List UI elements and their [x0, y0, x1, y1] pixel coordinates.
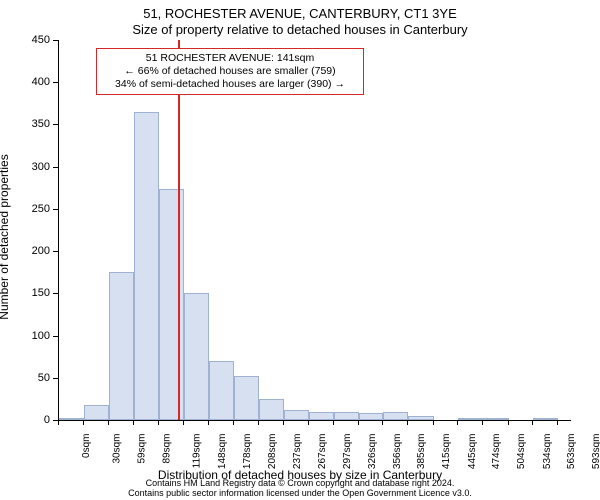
x-tick-mark: [333, 420, 334, 425]
x-tick-label: 474sqm: [491, 434, 502, 470]
x-tick-label: 237sqm: [292, 434, 303, 470]
histogram-bar: [59, 418, 84, 420]
x-tick-label: 385sqm: [416, 434, 427, 470]
histogram-bar: [383, 412, 408, 420]
x-tick-label: 208sqm: [267, 434, 278, 470]
histogram-bar: [533, 418, 558, 420]
x-tick-mark: [158, 420, 159, 425]
x-tick-mark: [83, 420, 84, 425]
x-tick-label: 415sqm: [442, 434, 453, 470]
y-tick-label: 150: [0, 287, 50, 299]
x-tick-label: 119sqm: [192, 434, 203, 469]
x-tick-label: 30sqm: [112, 434, 123, 464]
histogram-plot: [58, 40, 571, 421]
x-tick-label: 297sqm: [342, 434, 353, 470]
x-tick-mark: [108, 420, 109, 425]
histogram-bar: [334, 412, 359, 420]
footer-line2: Contains public sector information licen…: [128, 488, 472, 498]
x-tick-mark: [308, 420, 309, 425]
marker-line: [178, 40, 180, 420]
histogram-bar: [134, 112, 159, 420]
annotation-box: 51 ROCHESTER AVENUE: 141sqm ← 66% of det…: [96, 48, 364, 95]
x-tick-mark: [482, 420, 483, 425]
histogram-bar: [284, 410, 309, 420]
y-tick-mark: [53, 167, 58, 168]
histogram-bar: [209, 361, 234, 420]
x-tick-label: 593sqm: [591, 434, 600, 470]
x-tick-mark: [382, 420, 383, 425]
x-tick-label: 89sqm: [161, 434, 172, 464]
y-tick-label: 250: [0, 203, 50, 215]
y-tick-label: 200: [0, 245, 50, 257]
x-tick-mark: [532, 420, 533, 425]
y-tick-mark: [53, 209, 58, 210]
histogram-bar: [309, 412, 333, 420]
x-tick-mark: [508, 420, 509, 425]
title-line2: Size of property relative to detached ho…: [0, 22, 600, 37]
x-tick-label: 504sqm: [516, 434, 527, 470]
x-tick-label: 563sqm: [566, 434, 577, 470]
title-line1: 51, ROCHESTER AVENUE, CANTERBURY, CT1 3Y…: [0, 6, 600, 21]
x-tick-label: 356sqm: [392, 434, 403, 470]
y-tick-label: 0: [0, 414, 50, 426]
annotation-line2: ← 66% of detached houses are smaller (75…: [103, 65, 357, 78]
x-tick-mark: [58, 420, 59, 425]
x-tick-label: 267sqm: [317, 434, 328, 470]
histogram-bar: [483, 418, 508, 420]
x-tick-mark: [283, 420, 284, 425]
x-tick-label: 59sqm: [136, 434, 147, 464]
footer-attribution: Contains HM Land Registry data © Crown c…: [0, 478, 600, 498]
histogram-bar: [359, 413, 383, 420]
annotation-line1: 51 ROCHESTER AVENUE: 141sqm: [103, 52, 357, 65]
histogram-bar: [109, 272, 134, 420]
x-tick-mark: [233, 420, 234, 425]
x-tick-label: 445sqm: [467, 434, 478, 470]
y-tick-label: 450: [0, 34, 50, 46]
x-tick-mark: [557, 420, 558, 425]
x-tick-label: 534sqm: [542, 434, 553, 470]
y-tick-mark: [53, 336, 58, 337]
x-tick-mark: [433, 420, 434, 425]
x-tick-label: 326sqm: [367, 434, 378, 470]
y-tick-mark: [53, 251, 58, 252]
y-tick-label: 400: [0, 76, 50, 88]
y-tick-label: 100: [0, 330, 50, 342]
x-tick-label: 0sqm: [81, 434, 92, 458]
x-tick-label: 178sqm: [242, 434, 253, 470]
histogram-bar: [408, 416, 433, 420]
x-tick-mark: [457, 420, 458, 425]
histogram-bar: [458, 418, 483, 420]
histogram-bar: [84, 405, 108, 420]
histogram-bar: [234, 376, 258, 420]
x-tick-mark: [133, 420, 134, 425]
x-tick-mark: [358, 420, 359, 425]
y-tick-label: 50: [0, 372, 50, 384]
y-tick-label: 350: [0, 118, 50, 130]
y-tick-mark: [53, 40, 58, 41]
x-tick-mark: [258, 420, 259, 425]
y-tick-mark: [53, 293, 58, 294]
x-tick-mark: [407, 420, 408, 425]
x-tick-mark: [183, 420, 184, 425]
histogram-bar: [259, 399, 284, 420]
y-tick-mark: [53, 124, 58, 125]
footer-line1: Contains HM Land Registry data © Crown c…: [146, 478, 455, 488]
y-tick-mark: [53, 82, 58, 83]
histogram-bar: [159, 189, 183, 420]
histogram-bar: [184, 293, 209, 420]
y-tick-label: 300: [0, 161, 50, 173]
y-tick-mark: [53, 378, 58, 379]
x-tick-mark: [208, 420, 209, 425]
annotation-line3: 34% of semi-detached houses are larger (…: [103, 78, 357, 91]
x-tick-label: 148sqm: [217, 434, 228, 470]
